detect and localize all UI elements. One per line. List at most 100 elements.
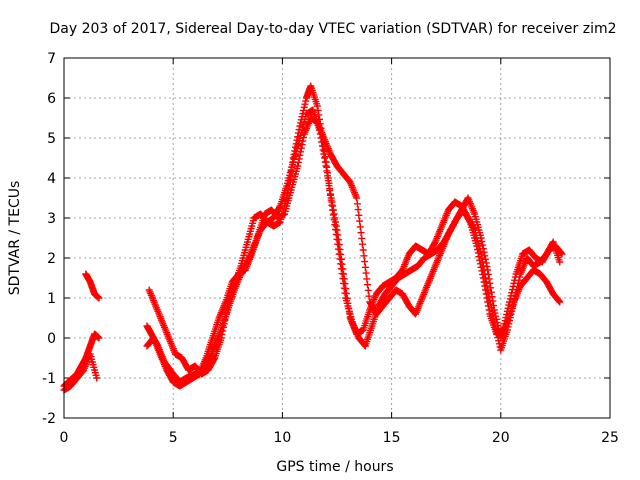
data-point [333, 226, 341, 234]
data-point [558, 250, 566, 258]
data-point [291, 147, 299, 155]
data-point [302, 97, 310, 105]
data-point [513, 286, 521, 294]
data-point [486, 297, 494, 305]
data-point [470, 225, 478, 233]
data-point [514, 282, 522, 290]
data-point [358, 234, 366, 242]
data-point [337, 255, 345, 263]
data-point [325, 179, 333, 187]
x-tick-label: 20 [492, 430, 510, 446]
chart-title: Day 203 of 2017, Sidereal Day-to-day VTE… [50, 21, 617, 37]
plot-frame [63, 57, 611, 419]
data-point [336, 246, 344, 254]
data-point [360, 252, 368, 260]
data-point [494, 334, 502, 342]
data-point [332, 222, 340, 230]
data-point [506, 314, 514, 322]
series-track-c [82, 82, 564, 378]
data-point [315, 111, 323, 119]
data-point [299, 137, 307, 145]
data-point [508, 307, 516, 315]
y-tick-label: 0 [47, 331, 56, 347]
data-point [493, 330, 501, 338]
data-point [296, 122, 304, 130]
data-point [295, 155, 303, 163]
data-point [479, 262, 487, 270]
data-point [478, 238, 486, 246]
data-point [289, 154, 297, 162]
data-point [219, 327, 227, 335]
data-point [504, 323, 512, 331]
data-point [514, 279, 522, 287]
data-point [288, 163, 296, 171]
data-point [343, 294, 351, 302]
data-point [489, 311, 497, 319]
data-point [297, 116, 305, 124]
tick-layer: 0 5 10 15 20 25 -2 -1 0 1 2 3 4 5 6 7 [42, 51, 619, 446]
data-point [324, 174, 332, 182]
data-point [331, 214, 339, 222]
data-point [275, 203, 283, 211]
data-point [295, 126, 303, 134]
data-point [93, 374, 101, 382]
data-point [327, 194, 335, 202]
data-point [340, 270, 348, 278]
data-point [353, 194, 361, 202]
data-point [345, 309, 353, 317]
data-point [330, 210, 338, 218]
data-point [316, 120, 324, 128]
data-point [487, 300, 495, 308]
data-point [300, 134, 308, 142]
data-point [319, 138, 327, 146]
data-point [95, 294, 103, 302]
data-point [218, 330, 226, 338]
data-point [326, 190, 334, 198]
y-tick-label: 5 [47, 131, 56, 147]
data-point [283, 190, 291, 198]
data-point [328, 198, 336, 206]
data-point [297, 148, 305, 156]
data-point [484, 290, 492, 298]
data-point [431, 239, 439, 247]
data-point [556, 298, 564, 306]
data-point [217, 334, 225, 342]
x-axis-label: GPS time / hours [276, 459, 393, 475]
data-point [324, 169, 332, 177]
data-point [362, 269, 370, 277]
data-point [329, 206, 337, 214]
data-point [334, 236, 342, 244]
data-point [294, 162, 302, 170]
data-point [321, 154, 329, 162]
data-point [477, 250, 485, 258]
data-point [365, 292, 373, 300]
data-point [321, 153, 329, 161]
data-point [318, 129, 326, 137]
data-point [492, 327, 500, 335]
data-point [353, 200, 361, 208]
y-tick-label: 2 [47, 251, 56, 267]
data-point [329, 202, 337, 210]
data-point [292, 143, 300, 151]
data-point [491, 321, 499, 329]
data-point [317, 124, 325, 132]
data-point [345, 304, 353, 312]
data-point [285, 181, 293, 189]
data-point [505, 320, 513, 328]
data-point [482, 278, 490, 286]
y-tick-label: 7 [47, 51, 56, 67]
data-point [332, 218, 340, 226]
data-point [481, 270, 489, 278]
data-point [322, 158, 330, 166]
y-tick-label: -1 [42, 371, 56, 387]
data-point [334, 231, 342, 239]
data-point [516, 273, 524, 281]
data-point [364, 281, 372, 289]
y-tick-label: 3 [47, 211, 56, 227]
data-point [314, 106, 322, 114]
data-point [507, 310, 515, 318]
data-point [297, 144, 305, 152]
data-point [293, 136, 301, 144]
data-point [290, 150, 298, 158]
